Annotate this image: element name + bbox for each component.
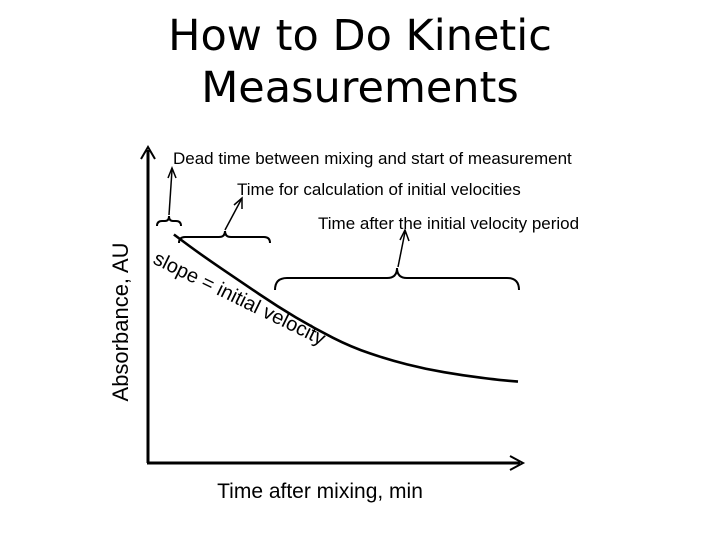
x-axis-label: Time after mixing, min xyxy=(217,480,423,503)
slide-title-line1: How to Do Kinetic xyxy=(168,11,552,61)
slide-title-line2: Measurements xyxy=(201,63,519,113)
initial-velocity-arrowhead xyxy=(233,196,243,209)
after-period-brace xyxy=(274,267,520,291)
after-period-arrowhead xyxy=(399,228,410,242)
initial-velocity-brace xyxy=(178,230,271,244)
dead-time-brace xyxy=(156,215,182,227)
initial-velocity-label: Time for calculation of initial velociti… xyxy=(237,180,521,199)
initial-velocity-arrow xyxy=(224,199,242,231)
after-period-label: Time after the initial velocity period xyxy=(318,214,579,233)
y-axis-label: Absorbance, AU xyxy=(108,243,133,402)
after-period-arrow xyxy=(397,231,406,268)
x-axis-arrowhead xyxy=(509,455,526,471)
slope-label: slope = initial velocity xyxy=(150,248,329,350)
y-axis-arrowhead xyxy=(140,145,156,160)
dead-time-arrow xyxy=(168,169,173,216)
dead-time-label: Dead time between mixing and start of me… xyxy=(173,149,572,168)
absorbance-curve xyxy=(173,233,519,383)
dead-time-arrowhead xyxy=(167,165,177,179)
slide-title: How to Do Kinetic Measurements xyxy=(0,10,720,114)
